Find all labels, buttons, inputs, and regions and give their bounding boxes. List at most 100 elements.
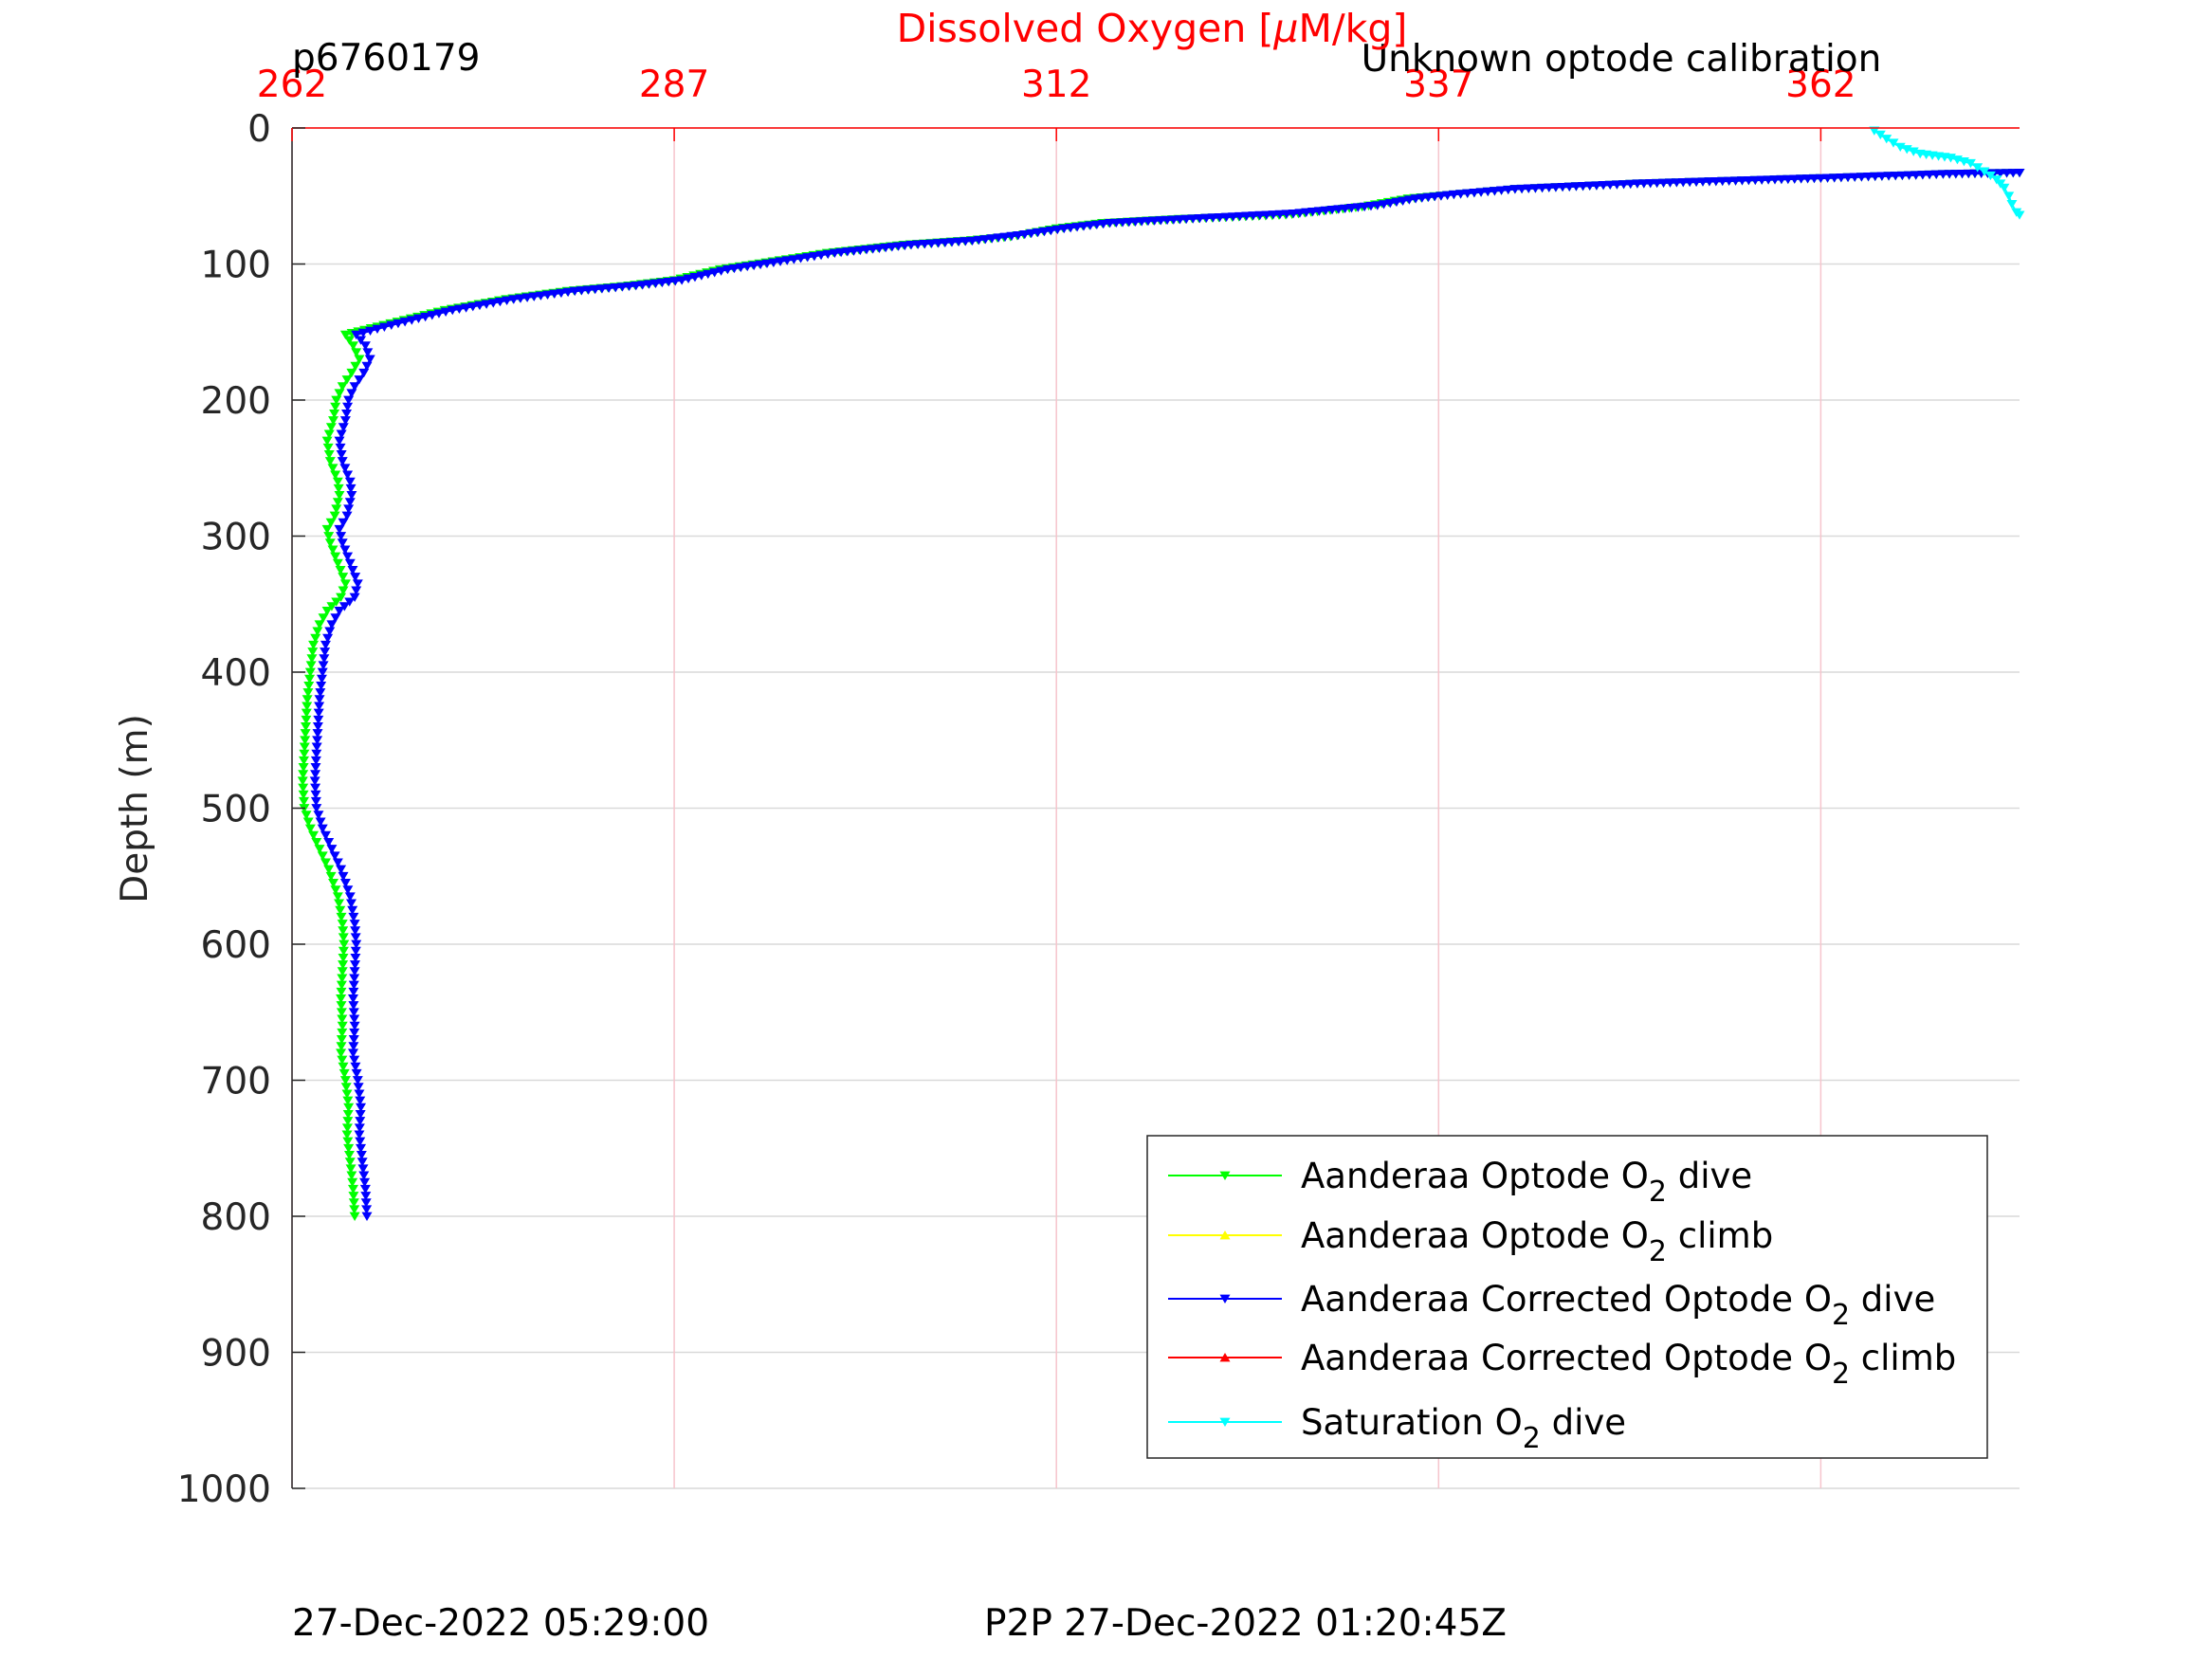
series-marker — [1563, 182, 1575, 191]
series-marker — [336, 912, 347, 922]
series-marker — [334, 389, 345, 398]
series-marker — [337, 1014, 348, 1024]
series-marker — [351, 348, 362, 357]
legend-label: Aanderaa Optode O2 climb — [1301, 1215, 1773, 1268]
series-marker — [364, 355, 375, 364]
series-marker — [348, 980, 359, 990]
legend-label-suffix: dive — [1850, 1279, 1935, 1320]
series-marker — [1829, 173, 1840, 183]
series-marker — [301, 715, 312, 725]
series-marker — [323, 865, 335, 875]
series-marker — [351, 1068, 362, 1079]
series-marker — [310, 783, 321, 793]
y-tick-label: 800 — [201, 1196, 271, 1239]
series-marker — [334, 524, 345, 535]
series-marker — [313, 708, 324, 718]
series-marker — [316, 674, 327, 684]
series-marker — [309, 776, 320, 786]
series-marker — [349, 1021, 360, 1031]
series-marker — [321, 524, 333, 535]
series-marker — [1849, 173, 1860, 182]
series-marker — [356, 336, 367, 345]
series-marker — [323, 837, 335, 848]
series-marker — [354, 1130, 365, 1139]
series-marker — [322, 443, 334, 453]
series-marker — [341, 1089, 353, 1099]
legend-label-subscript: 2 — [1523, 1422, 1541, 1455]
series-marker — [352, 579, 363, 589]
series-marker — [347, 905, 358, 916]
series-marker — [324, 457, 336, 466]
series-marker — [337, 538, 348, 548]
series-marker — [353, 1083, 364, 1092]
series-marker — [314, 702, 325, 711]
series-marker — [324, 627, 336, 636]
p2p-time: P2P 27-Dec-2022 01:20:45Z — [984, 1602, 1508, 1645]
series-marker — [342, 1137, 354, 1147]
series-aanderaa-corrected-optode-o2-dive — [309, 168, 2025, 1221]
series-marker — [320, 640, 331, 650]
x-axis-label: Dissolved Oxygen [μM/kg] — [897, 6, 1408, 51]
series-marker — [333, 483, 344, 494]
series-marker — [332, 558, 343, 569]
series-marker — [953, 237, 964, 247]
series-marker — [346, 1171, 357, 1180]
series-marker — [337, 382, 348, 392]
dive-time: 27-Dec-2022 05:29:00 — [292, 1602, 710, 1645]
series-marker — [337, 974, 348, 983]
series-marker — [1591, 181, 1602, 191]
series-marker — [336, 1008, 347, 1017]
series-marker — [356, 1143, 367, 1154]
series-marker — [361, 1212, 373, 1221]
series-marker — [344, 477, 356, 487]
series-marker — [340, 1083, 352, 1092]
series-marker — [318, 661, 329, 670]
series-marker — [338, 946, 349, 957]
legend-swatch-marker — [1219, 1171, 1231, 1180]
series-marker — [336, 865, 347, 875]
series-marker — [940, 238, 951, 247]
series-marker — [337, 457, 348, 466]
series-marker — [336, 1042, 347, 1051]
series-marker — [1836, 173, 1847, 183]
series-marker — [351, 939, 362, 949]
series-marker — [1965, 158, 1976, 169]
series-marker — [323, 532, 335, 541]
series-marker — [303, 681, 315, 691]
series-marker — [338, 871, 349, 882]
series-marker — [299, 749, 310, 759]
series-marker — [350, 960, 361, 970]
series-marker — [342, 1096, 354, 1105]
series-marker — [336, 1048, 347, 1058]
series-marker — [304, 824, 316, 833]
series-marker — [302, 702, 313, 711]
series-marker — [352, 1076, 363, 1085]
series-marker — [304, 674, 316, 684]
series-marker — [347, 565, 358, 575]
legend-label-subscript: 2 — [1649, 1235, 1667, 1268]
series-marker — [362, 348, 374, 357]
calibration-note: Unknown optode calibration — [1362, 38, 1882, 81]
series-marker — [298, 756, 309, 766]
series-marker — [2014, 210, 2025, 220]
x-tick-label: 287 — [639, 64, 709, 106]
series-marker — [1937, 170, 1948, 179]
series-marker — [341, 1130, 353, 1139]
series-marker — [1883, 172, 1894, 181]
series-marker — [326, 845, 338, 854]
series-marker — [310, 796, 321, 807]
series-marker — [345, 899, 356, 908]
series-marker — [344, 498, 356, 507]
series-marker — [312, 627, 323, 636]
series-marker — [336, 592, 347, 603]
series-marker — [1904, 171, 1915, 180]
series-marker — [348, 1001, 359, 1011]
series-marker — [311, 749, 322, 759]
series-marker — [1598, 181, 1609, 191]
series-marker — [332, 892, 343, 902]
series-marker — [321, 607, 333, 616]
series-marker — [1870, 172, 1881, 182]
legend-label-text: Aanderaa Corrected Optode O — [1301, 1279, 1832, 1320]
series-marker — [346, 389, 357, 398]
series-marker — [298, 790, 309, 800]
